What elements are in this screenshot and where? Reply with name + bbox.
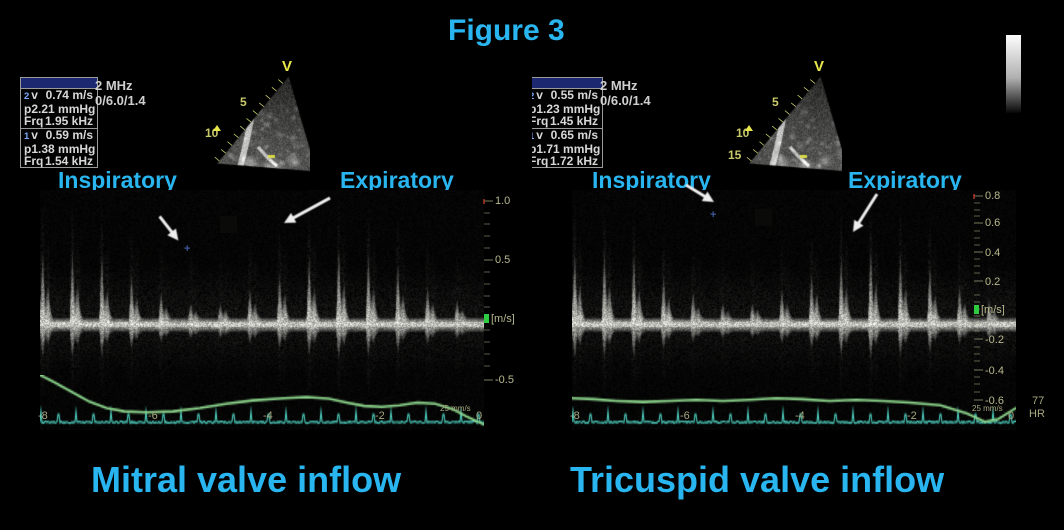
svg-text:5: 5 [772, 95, 779, 109]
svg-text:-0.5: -0.5 [495, 374, 514, 386]
svg-text:0.5: 0.5 [495, 254, 510, 266]
svg-text:1.0: 1.0 [495, 195, 510, 207]
svg-text:[m/s]: [m/s] [491, 313, 515, 325]
svg-text:15: 15 [728, 148, 742, 162]
svg-text:5: 5 [240, 95, 247, 109]
